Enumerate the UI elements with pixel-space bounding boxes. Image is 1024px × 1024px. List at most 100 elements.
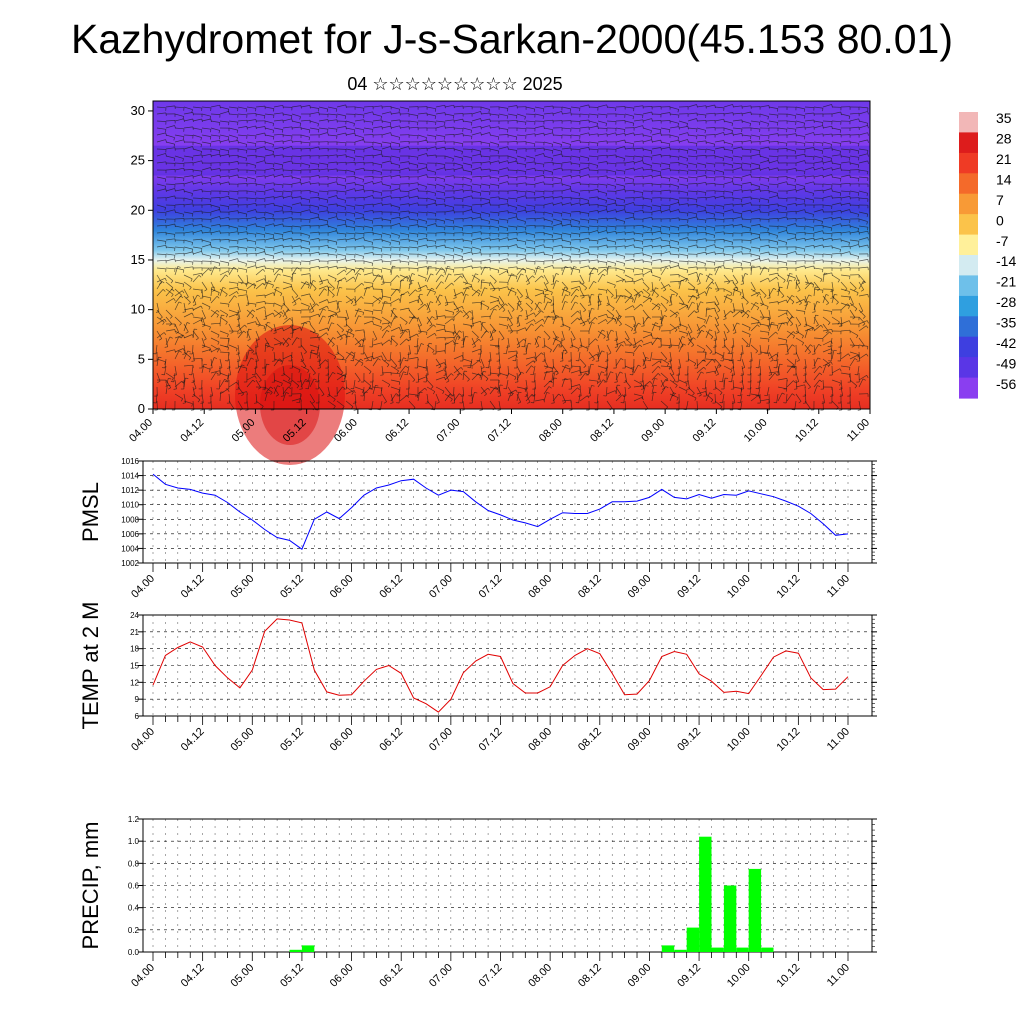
temp-panel: 6 9 12 15 18 21 24 04.00 04.12 05.00 05.12 06.00 06.… [78,602,877,754]
precip-bar [661,945,675,952]
x-tick-label: 11.00 [825,726,852,753]
colorbar-swatch [959,336,978,358]
y-tick-label: 15 [130,662,139,671]
x-tick-label: 09.00 [626,726,654,754]
x-tick-label: 10.12 [775,962,803,990]
x-tick-label: 06.12 [377,726,405,754]
x-tick-label: 07.00 [434,417,462,445]
colorbar-label: -42 [996,335,1016,351]
x-tick-label: 05.00 [228,962,256,990]
colorbar-label: 35 [996,110,1012,126]
y-tick-label: 25 [131,153,145,168]
precip-bar [723,885,737,952]
y-axis-label: PRECIP, mm [78,822,103,950]
y-tick-label: 1.0 [128,837,140,846]
x-tick-label: 04.00 [129,962,157,990]
y-tick-label: 12 [130,678,139,687]
precip-bar [289,949,302,952]
x-tick-label: 05.12 [278,962,306,990]
x-tick-label: 06.00 [328,726,356,754]
x-tick-label: 10.00 [742,417,770,445]
x-tick-label: 09.12 [675,726,703,754]
x-tick-label: 07.00 [427,962,455,990]
y-tick-label: 1002 [121,559,139,568]
x-tick-label: 09.12 [675,962,703,990]
y-tick-label: 15 [131,252,145,267]
colorbar-label: 0 [996,212,1004,228]
x-tick-label: 10.00 [725,726,753,754]
x-tick-label: 08.12 [588,417,616,445]
x-tick-label: 09.12 [675,573,703,601]
precip-bar [711,947,724,952]
x-tick-label: 04.00 [129,573,157,601]
colorbar-label: -28 [996,294,1016,310]
colorbar-swatch [959,132,978,154]
colorbar-swatch [959,112,978,133]
x-tick-label: 08.00 [526,726,554,754]
x-tick-label: 09.00 [639,417,667,445]
y-tick-label: 0 [138,401,145,416]
x-tick-label: 04.12 [179,726,207,754]
x-tick-label: 04.12 [179,573,207,601]
colorbar-label: 28 [996,131,1012,147]
colorbar-swatch [959,152,978,174]
colorbar-swatch [959,193,978,215]
colorbar-swatch [959,255,978,276]
y-tick-label: 1012 [121,486,139,495]
y-tick-label: 20 [131,202,145,217]
y-tick-label: 10 [131,302,145,317]
x-tick-label: 04.12 [178,417,206,445]
x-tick-label: 06.00 [328,962,356,990]
colorbar-label: -56 [996,376,1016,392]
precip-bar [686,927,700,952]
colorbar-label: 7 [996,192,1004,208]
x-tick-label: 10.12 [775,573,803,601]
x-tick-label: 04.12 [179,962,207,990]
x-tick-label: 06.12 [383,417,411,445]
x-tick-label: 09.00 [626,573,654,601]
colorbar-swatch [959,295,978,317]
y-tick-label: 0.8 [128,859,140,868]
y-tick-label: 1014 [121,472,139,481]
x-tick-label: 04.00 [129,726,157,754]
y-tick-label: 0.4 [128,904,140,913]
y-tick-label: 9 [135,695,140,704]
colorbar-label: -35 [996,315,1016,331]
y-tick-label: 1004 [121,544,139,553]
precip-bar [761,947,774,952]
colorbar-label: -49 [996,355,1016,371]
y-tick-label: 1.2 [128,815,140,824]
y-tick-label: 5 [138,351,145,366]
colorbar-label: 21 [996,151,1012,167]
x-tick-label: 06.12 [377,962,405,990]
x-tick-label: 10.12 [775,726,803,754]
precip-panel: 0.0 0.2 0.4 0.6 0.8 1.0 1.2 04.00 04.12 05.00 05.1… [78,815,877,990]
y-tick-label: 0.2 [128,926,140,935]
x-tick-label: 04.00 [127,417,155,445]
colorbar-label: -7 [996,233,1009,249]
x-tick-label: 06.00 [328,573,356,601]
y-axis-label: PMSL [78,482,103,542]
x-tick-label: 08.00 [526,962,554,990]
x-tick-label: 05.12 [278,726,306,754]
y-tick-label: 30 [131,103,145,118]
y-tick-label: 1006 [121,530,139,539]
y-tick-label: 18 [130,645,139,654]
pmsl-panel: 1002 1004 1006 1008 1010 1012 1014 1016 04.00 04.… [78,457,877,601]
chart-title: Kazhydromet for J-s-Sarkan-2000(45.153 8… [71,16,953,62]
cold-band [153,145,870,176]
y-tick-label: 1016 [121,457,139,466]
y-tick-label: 0.6 [128,882,140,891]
chart-subtitle: 04 ☆☆☆☆☆☆☆☆☆ 2025 [347,74,563,94]
x-tick-label: 10.12 [793,417,821,445]
x-tick-label: 08.12 [576,726,604,754]
y-tick-label: 1010 [121,501,139,510]
colorbar-swatch [959,316,978,338]
x-tick-label: 05.12 [278,573,306,601]
y-tick-label: 0.0 [128,948,140,957]
x-tick-label: 07.12 [477,726,505,754]
x-tick-label: 07.00 [427,573,455,601]
x-tick-label: 07.12 [486,417,514,445]
